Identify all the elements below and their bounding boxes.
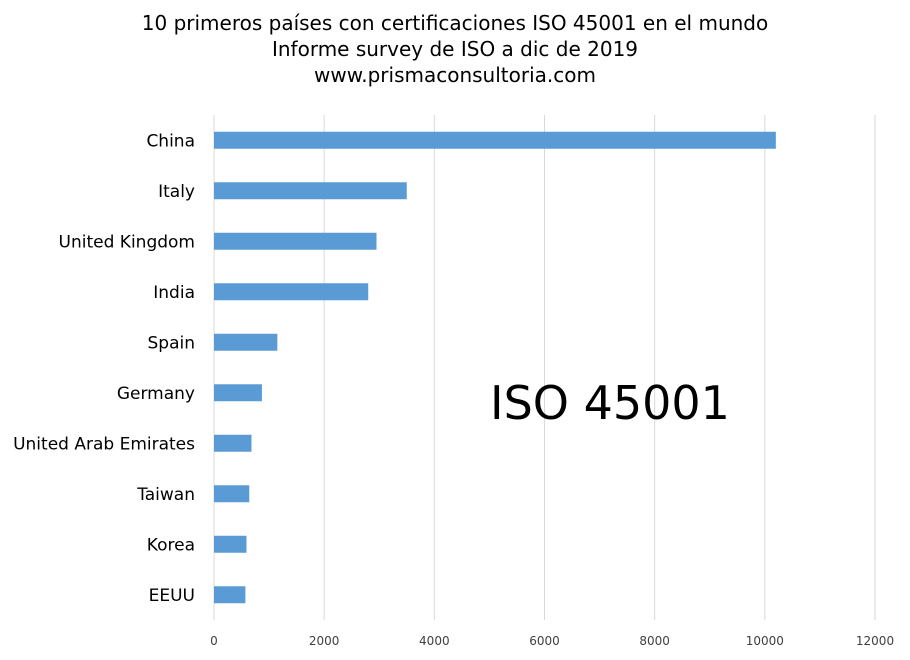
bar <box>214 384 262 402</box>
category-label: Korea <box>147 535 195 555</box>
x-tick-labels: 0 2000 4000 6000 8000 10000 12000 <box>210 634 894 648</box>
bar <box>214 333 278 351</box>
category-label: United Arab Emirates <box>13 434 195 454</box>
chart-title-block: 10 primeros países con certificaciones I… <box>0 10 910 88</box>
bars <box>214 131 776 604</box>
category-label: China <box>146 131 195 151</box>
category-label: Germany <box>117 384 195 404</box>
x-tick-label: 12000 <box>856 634 894 648</box>
category-labels: China Italy United Kingdom India Spain German… <box>13 131 195 606</box>
x-tick-label: 0 <box>210 634 218 648</box>
category-label: Spain <box>148 333 196 353</box>
x-tick-label: 8000 <box>639 634 670 648</box>
category-label: Italy <box>158 182 195 202</box>
bar <box>214 535 247 553</box>
chart-source: www.prismaconsultoria.com <box>314 63 596 87</box>
category-label: United Kingdom <box>59 232 195 252</box>
x-tick-label: 4000 <box>419 634 450 648</box>
chart-subtitle: Informe survey de ISO a dic de 2019 <box>271 37 639 61</box>
bar <box>214 131 776 149</box>
bar <box>214 232 377 250</box>
bar <box>214 434 252 452</box>
bar <box>214 182 407 200</box>
x-tick-label: 2000 <box>309 634 340 648</box>
bar <box>214 586 246 604</box>
bar <box>214 283 369 301</box>
category-label: India <box>153 283 195 303</box>
category-label: EEUU <box>149 586 195 606</box>
x-tick-label: 6000 <box>529 634 560 648</box>
iso-annotation: ISO 45001 <box>490 376 730 430</box>
chart-title: 10 primeros países con certificaciones I… <box>141 11 769 35</box>
bar <box>214 485 250 503</box>
category-label: Taiwan <box>136 485 195 505</box>
x-tick-label: 10000 <box>746 634 784 648</box>
